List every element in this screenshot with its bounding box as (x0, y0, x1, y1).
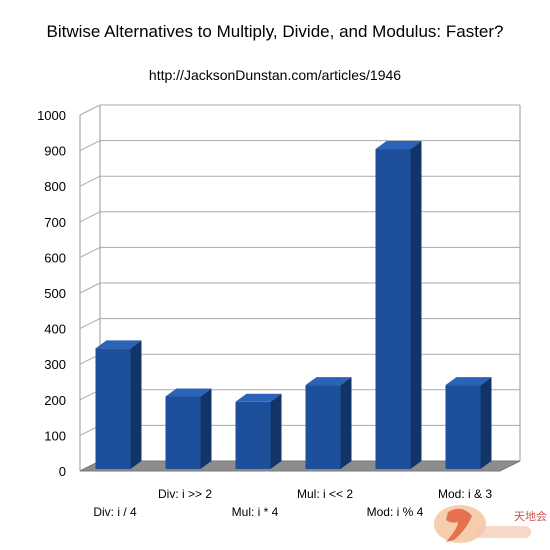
y-tick-label: 400 (44, 322, 66, 337)
bar (375, 141, 422, 470)
gridline-side (79, 318, 101, 330)
bars (95, 141, 492, 470)
bar (95, 340, 142, 469)
y-tick-label: 900 (44, 144, 66, 159)
y-tick-label: 500 (44, 286, 66, 301)
x-category-label: Div: i >> 2 (158, 487, 212, 501)
gridline-side (79, 211, 101, 223)
bar-side (410, 141, 422, 470)
bar-side (340, 377, 352, 469)
gridline-side (79, 282, 101, 294)
bar-front (165, 396, 201, 469)
bar-top (445, 377, 492, 386)
bar-front (235, 401, 271, 469)
bar (165, 388, 212, 469)
y-tick-label: 1000 (37, 108, 66, 123)
bar-front (445, 385, 481, 469)
bar-front (305, 385, 341, 469)
y-tick-label: 600 (44, 250, 66, 265)
bar (305, 377, 352, 469)
bar-top (235, 393, 282, 402)
bar-front (95, 348, 131, 469)
y-tick-label: 300 (44, 357, 66, 372)
x-axis-category-labels: Div: i / 4 Div: i >> 2 Mul: i * 4 Mul: i <<… (93, 487, 492, 519)
gridline-side (79, 140, 101, 152)
gridline-side (79, 246, 101, 258)
x-category-label: Mod: i % 4 (367, 505, 424, 519)
bar-side (270, 393, 282, 469)
gridline-side (79, 104, 101, 116)
y-tick-label: 700 (44, 215, 66, 230)
x-category-label: Mul: i * 4 (232, 505, 279, 519)
x-category-label: Mul: i << 2 (297, 487, 353, 501)
svg-text:天地会: 天地会 (514, 510, 547, 523)
bar-side (200, 388, 212, 469)
bar-side (480, 377, 492, 469)
bar (235, 393, 282, 469)
y-tick-label: 100 (44, 428, 66, 443)
y-tick-label: 0 (59, 464, 66, 479)
bar (445, 377, 492, 469)
bar-top (165, 388, 212, 397)
bar-top (375, 141, 422, 150)
x-category-label: Div: i / 4 (93, 505, 137, 519)
y-axis-tick-labels: 0 100 200 300 400 500 600 700 800 900 1000 (37, 108, 66, 479)
bar-top (95, 340, 142, 349)
gridline-side (79, 175, 101, 187)
x-category-label: Mod: i & 3 (438, 487, 492, 501)
bar-front (375, 149, 411, 470)
chart-subtitle: http://JacksonDunstan.com/articles/1946 (148, 67, 402, 83)
y-tick-label: 200 (44, 393, 66, 408)
bar-side (130, 340, 142, 469)
chart-title: Bitwise Alternatives to Multiply, Divide… (46, 22, 504, 41)
bar-top (305, 377, 352, 386)
site-logo-watermark: 天地会 (434, 505, 547, 543)
y-tick-label: 800 (44, 179, 66, 194)
